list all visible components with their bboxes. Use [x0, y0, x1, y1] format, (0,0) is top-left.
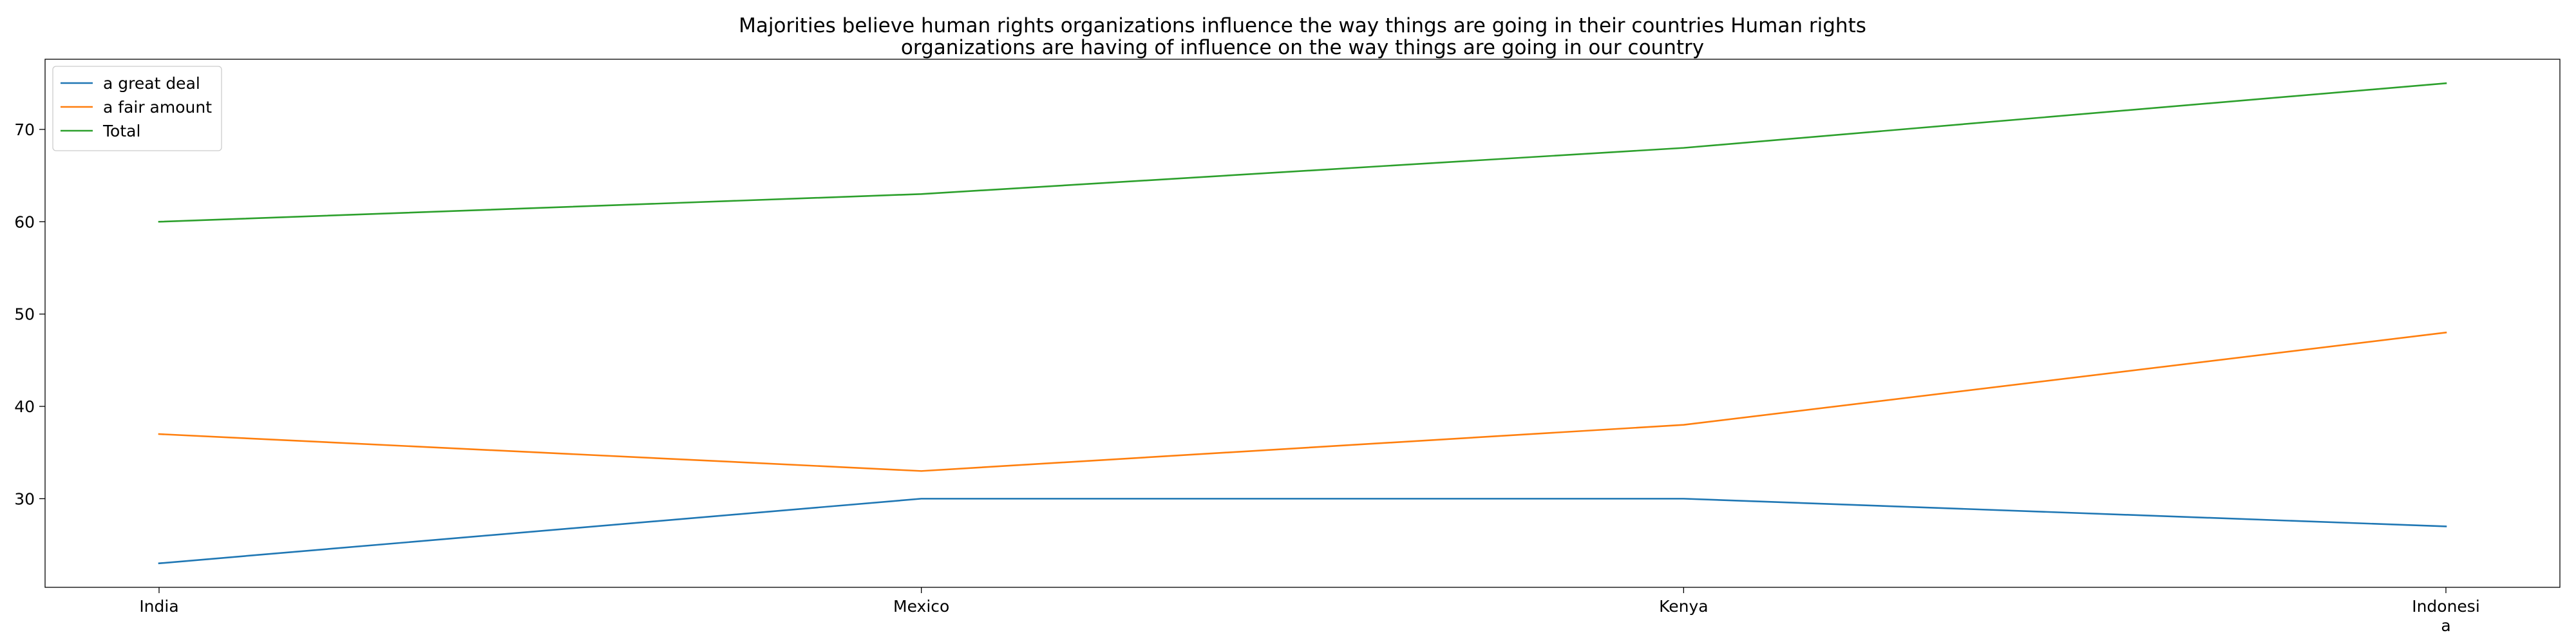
- legend-label: a great deal: [103, 74, 200, 93]
- series-line-a-great-deal: [158, 498, 2447, 565]
- series-line-a-fair-amount: [158, 331, 2447, 472]
- chart-title: Majorities believe human rights organiza…: [739, 14, 1866, 59]
- y-tick-label: 60: [14, 213, 35, 231]
- chart-title-line-1: Majorities believe human rights organiza…: [739, 14, 1866, 37]
- legend-label: Total: [102, 122, 140, 140]
- plot-area: [44, 59, 2561, 588]
- x-tick-label: Mexico: [893, 597, 949, 616]
- y-tick-label: 50: [14, 305, 35, 324]
- series-lines: [158, 82, 2447, 565]
- legend-label: a fair amount: [103, 98, 212, 117]
- legend: a great deal a fair amount Total: [52, 66, 222, 151]
- plot-frame: [44, 59, 2561, 588]
- x-tick-label: a: [2441, 616, 2450, 635]
- x-tick-label: Indonesi: [2412, 597, 2480, 616]
- y-tick-label: 30: [14, 489, 35, 508]
- chart-title-line-2: organizations are having of influence on…: [901, 36, 1704, 59]
- legend-box: [52, 66, 222, 151]
- y-axis: 30 40 50 60 70: [14, 120, 45, 508]
- series-line-total: [158, 82, 2447, 223]
- y-tick-label: 40: [14, 397, 35, 416]
- x-tick-label: Kenya: [1659, 597, 1709, 616]
- x-tick-label: India: [139, 597, 178, 616]
- y-tick-label: 70: [14, 120, 35, 139]
